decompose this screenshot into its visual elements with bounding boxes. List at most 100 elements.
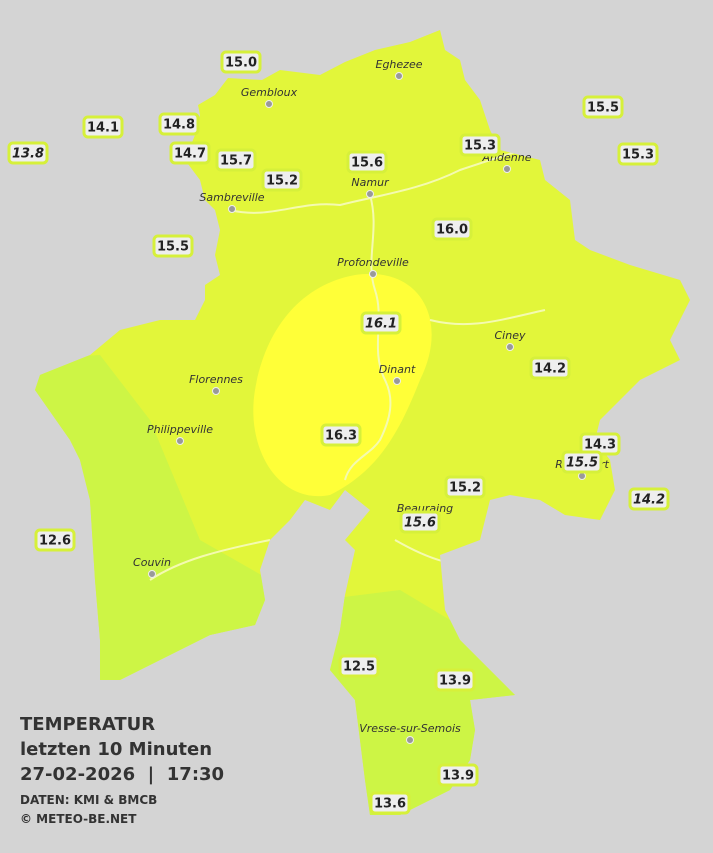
- city-label: Profondeville: [337, 256, 409, 269]
- city-dot: [265, 100, 273, 108]
- station-box: [437, 763, 479, 787]
- city-dot: [503, 165, 511, 173]
- subtitle: letzten 10 Minuten: [20, 739, 212, 760]
- station: 14.1: [82, 115, 124, 139]
- station-value: 13.9: [442, 769, 474, 784]
- station-value: 15.3: [464, 139, 496, 154]
- city-dot: [212, 387, 220, 395]
- station: 14.8: [158, 112, 200, 136]
- city-label: Florennes: [189, 373, 243, 386]
- station-value: 12.5: [343, 660, 375, 675]
- station-box: [152, 234, 194, 258]
- city-dot: [506, 343, 514, 351]
- station-box: [617, 142, 659, 166]
- station-box: [582, 95, 624, 119]
- station-box: [215, 148, 257, 172]
- stations: 15.0 14.1 14.8 13.8 14.7 15.7 15.2 15.6 15.3 15.5…: [7, 50, 670, 815]
- station: 14.2: [628, 487, 670, 511]
- city-dot: [406, 736, 414, 744]
- station-box: [158, 112, 200, 136]
- river: [149, 144, 546, 581]
- station-value: 14.2: [534, 362, 566, 377]
- city-dot: [366, 190, 374, 198]
- station-value: 15.5: [566, 456, 598, 471]
- timestamp: 27-02-2026 | 17:30: [20, 764, 224, 785]
- station-value: 14.7: [174, 147, 206, 162]
- station-value: 15.7: [220, 154, 252, 169]
- station: 13.8: [7, 141, 49, 165]
- station-box: [346, 150, 388, 174]
- station: 15.5: [561, 450, 603, 474]
- station-box: [169, 141, 211, 165]
- station-box: [431, 217, 473, 241]
- station: 15.6: [399, 510, 441, 534]
- station: 16.1: [360, 311, 402, 335]
- city-label: Namur: [351, 176, 390, 189]
- city-label: Eghezee: [376, 58, 423, 71]
- station: 15.3: [617, 142, 659, 166]
- station-box: [529, 356, 571, 380]
- station: 15.2: [444, 475, 486, 499]
- station-value: 14.8: [163, 118, 195, 133]
- station-box: [34, 528, 76, 552]
- station: 13.9: [437, 763, 479, 787]
- station: 15.2: [261, 168, 303, 192]
- station-value: 15.3: [622, 148, 654, 163]
- station-box: [444, 475, 486, 499]
- station-value: 16.3: [325, 429, 357, 444]
- city-label: Vresse-sur-Semois: [359, 722, 461, 735]
- station-value: 15.6: [351, 156, 383, 171]
- credit: © METEO-BE.NET: [20, 812, 137, 826]
- city-label: Gembloux: [241, 86, 298, 99]
- station-value: 14.1: [87, 121, 119, 136]
- station-value: 13.9: [439, 674, 471, 689]
- station: 13.9: [434, 668, 476, 692]
- station-box: [320, 423, 362, 447]
- station-value: 16.0: [436, 223, 468, 238]
- station: 14.2: [529, 356, 571, 380]
- city-label: Couvin: [133, 556, 171, 569]
- station-box: [338, 654, 380, 678]
- station-value: 15.5: [157, 240, 189, 255]
- station-box: [369, 791, 411, 815]
- station-value: 15.5: [587, 101, 619, 116]
- station: 15.3: [459, 133, 501, 157]
- station: 16.3: [320, 423, 362, 447]
- city-dot: [176, 437, 184, 445]
- city-dot: [369, 270, 377, 278]
- station-value: 13.8: [12, 147, 44, 162]
- station-value: 16.1: [365, 317, 397, 332]
- source: DATEN: KMI & BMCB: [20, 793, 157, 807]
- station-box: [561, 450, 603, 474]
- city-label: Sambreville: [199, 191, 264, 204]
- zone-13-south: [320, 590, 530, 815]
- station-value: 13.6: [374, 797, 406, 812]
- city-dot: [393, 377, 401, 385]
- station-value: 14.3: [584, 438, 616, 453]
- station: 15.7: [215, 148, 257, 172]
- city-dot: [228, 205, 236, 213]
- station: 14.3: [579, 432, 621, 456]
- city-dot: [148, 570, 156, 578]
- station: 14.7: [169, 141, 211, 165]
- station-box: [434, 668, 476, 692]
- city-label: Dinant: [379, 363, 416, 376]
- station: 13.6: [369, 791, 411, 815]
- station-value: 15.6: [404, 516, 436, 531]
- station: 15.5: [152, 234, 194, 258]
- station-box: [7, 141, 49, 165]
- station-value: 15.2: [449, 481, 481, 496]
- station: 15.0: [220, 50, 262, 74]
- station: 16.0: [431, 217, 473, 241]
- city-dot: [395, 72, 403, 80]
- station-box: [82, 115, 124, 139]
- station-value: 14.2: [633, 493, 665, 508]
- city-label: Ciney: [495, 329, 526, 342]
- station-value: 15.2: [266, 174, 298, 189]
- station: 12.6: [34, 528, 76, 552]
- title: TEMPERATUR: [20, 714, 155, 735]
- city-label: Philippeville: [147, 423, 213, 436]
- station-value: 15.0: [225, 56, 257, 71]
- station: 15.5: [582, 95, 624, 119]
